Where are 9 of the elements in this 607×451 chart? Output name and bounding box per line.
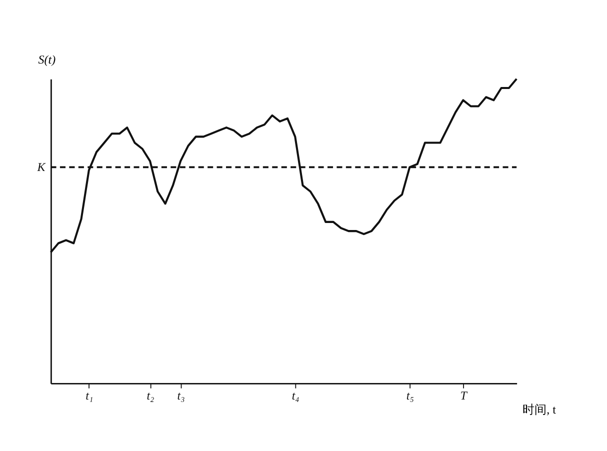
x-tick-label: T [460,388,468,402]
x-tick-label: t₃ [177,388,185,402]
ref-line-label: K [36,160,46,174]
x-tick-label: t₂ [146,388,154,402]
x-tick-label: t₁ [86,388,94,402]
y-axis-title: S(t) [38,52,56,67]
x-tick-label: t₅ [406,388,414,402]
x-axis-title: 时间, t [522,402,557,416]
x-tick-label: t₄ [292,388,300,402]
